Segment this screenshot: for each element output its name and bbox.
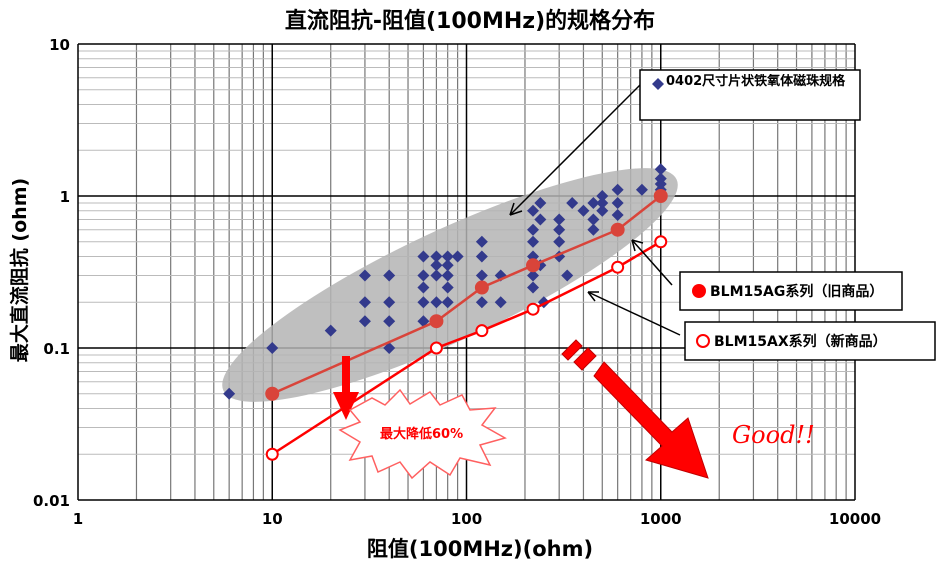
spec-point — [417, 250, 430, 263]
ag-point — [265, 386, 280, 401]
spec-point — [441, 269, 454, 282]
ax-point — [654, 235, 668, 249]
spec-point — [430, 250, 443, 263]
ax-point — [429, 341, 443, 355]
x-tick-label: 1000 — [640, 510, 682, 528]
spec-point — [266, 342, 279, 354]
chart-title: 直流阻抗-阻值(100MHz)的规格分布 — [285, 8, 655, 34]
spec-point — [577, 204, 590, 217]
spec-point — [596, 196, 609, 209]
spec-point — [527, 204, 540, 217]
legend-diamond-label: 0402尺寸片状铁氧体磁珠规格 — [666, 74, 846, 89]
spec-point — [494, 296, 507, 309]
spec-point — [561, 269, 574, 282]
series-line-1 — [271, 195, 662, 395]
ag-point — [526, 258, 541, 273]
x-tick-label: 10 — [262, 510, 283, 528]
legend-ag: BLM15AG系列（旧商品） — [679, 271, 903, 311]
ag-point — [429, 314, 444, 329]
legend-ax-label: BLM15AX系列（新商品） — [714, 333, 887, 350]
spec-point — [527, 235, 540, 248]
spec-point — [534, 196, 547, 209]
ax-point — [475, 324, 489, 338]
spec-point — [441, 250, 454, 263]
x-tick-label: 10000 — [829, 510, 881, 528]
spec-point — [358, 296, 371, 309]
spec-point — [430, 269, 443, 282]
spec-point — [324, 324, 337, 337]
spec-point — [566, 196, 579, 209]
spec-point — [383, 315, 396, 328]
spec-point — [654, 163, 667, 176]
good-arrow — [561, 339, 709, 479]
spec-point — [596, 190, 609, 202]
ax-point — [265, 447, 279, 461]
spec-point — [358, 269, 371, 282]
spec-point — [534, 213, 547, 226]
spec-point — [611, 183, 624, 196]
spec-point — [527, 281, 540, 294]
callout-arrows — [509, 84, 681, 336]
spec-point — [587, 196, 600, 209]
spec-point — [451, 250, 464, 263]
y-tick-label: 10 — [49, 36, 70, 54]
spec-point — [475, 235, 488, 248]
spec-point — [430, 259, 443, 272]
legend-ag-label: BLM15AG系列（旧商品） — [710, 283, 883, 300]
spec-point — [383, 296, 396, 309]
spec-point — [527, 269, 540, 282]
spec-point — [441, 296, 454, 309]
spec-point — [635, 183, 648, 196]
y-axis-label: 最大直流阻抗 (ohm) — [8, 178, 31, 362]
spec-point — [587, 213, 600, 226]
legend-ax: BLM15AX系列（新商品） — [684, 321, 936, 361]
spec-point — [553, 213, 566, 226]
series-line-2 — [271, 240, 662, 456]
spec-point — [441, 281, 454, 294]
spec-point — [417, 269, 430, 282]
spec-point — [587, 223, 600, 236]
ag-point — [653, 189, 668, 203]
spec-point — [527, 223, 540, 236]
ag-point — [474, 280, 489, 295]
starburst — [338, 388, 507, 480]
spec-point — [383, 342, 396, 354]
y-tick-label: 1 — [60, 188, 70, 206]
spec-point — [475, 250, 488, 263]
spec-point — [475, 296, 488, 309]
y-tick-label: 0.1 — [43, 340, 70, 358]
spec-point — [430, 296, 443, 309]
spec-point — [596, 204, 609, 217]
ax-point — [526, 302, 540, 316]
spec-point — [553, 223, 566, 236]
spec-point — [223, 387, 236, 400]
spec-point — [475, 269, 488, 282]
reduction-label: 最大降低60% — [380, 426, 463, 442]
x-tick-label: 100 — [451, 510, 482, 528]
legend-diamond: 0402尺寸片状铁氧体磁珠规格 — [639, 69, 861, 121]
ag-point — [610, 222, 625, 237]
x-tick-label: 1 — [73, 510, 83, 528]
x-axis-label: 阻值(100MHz)(ohm) — [367, 537, 593, 561]
ax-point — [611, 260, 625, 274]
spec-point — [611, 196, 624, 209]
y-tick-label: 0.01 — [33, 492, 70, 510]
spec-point — [441, 259, 454, 272]
down-arrow — [333, 356, 359, 420]
spec-point — [383, 269, 396, 282]
spec-point — [417, 315, 430, 328]
spec-point — [611, 208, 624, 221]
spec-point — [417, 296, 430, 309]
spec-point — [417, 281, 430, 294]
spec-point — [358, 315, 371, 328]
good-label: Good!! — [732, 421, 815, 449]
spec-point — [553, 235, 566, 248]
